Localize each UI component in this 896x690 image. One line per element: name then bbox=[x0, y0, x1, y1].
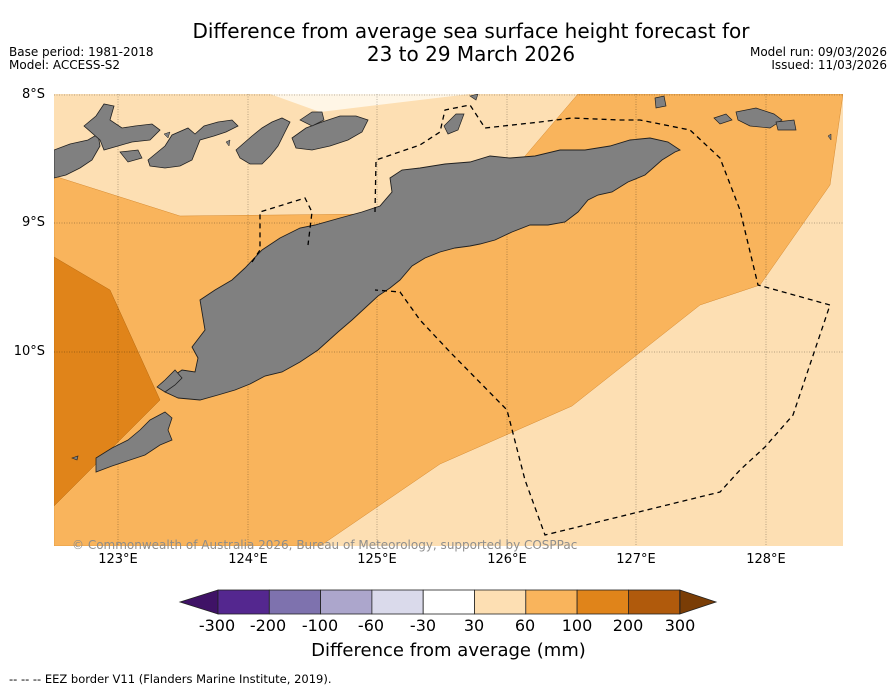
islet-ne-3 bbox=[775, 119, 797, 131]
flores-island bbox=[54, 133, 101, 179]
lat-label-8s: 8°S bbox=[21, 87, 45, 102]
sumba-island bbox=[95, 411, 173, 473]
islet-ne-2 bbox=[735, 107, 783, 129]
colorbar-block bbox=[525, 589, 578, 615]
colorbar-block bbox=[268, 589, 321, 615]
wetar-east-islet bbox=[654, 95, 667, 109]
lon-label-128e: 128°E bbox=[746, 552, 786, 567]
colorbar-block bbox=[217, 589, 270, 615]
rote-island bbox=[156, 369, 183, 393]
base-period: Base period: 1981-2018 bbox=[9, 45, 154, 59]
colorbar-block bbox=[628, 589, 681, 615]
pantar-island bbox=[235, 117, 291, 165]
title-line-2: 23 to 29 March 2026 bbox=[366, 42, 576, 66]
islet-north-2 bbox=[299, 111, 325, 127]
band-100-200 bbox=[54, 256, 161, 507]
lon-label-123e: 123°E bbox=[98, 552, 138, 567]
model-name: Model: ACCESS-S2 bbox=[9, 58, 121, 72]
colorbar-tick: 30 bbox=[463, 616, 485, 635]
colorbar-tick: 60 bbox=[514, 616, 536, 635]
lon-label-126e: 126°E bbox=[487, 552, 527, 567]
islet-ne-4 bbox=[827, 133, 832, 141]
islet-north-3 bbox=[469, 94, 479, 101]
colorbar-tick: -100 bbox=[301, 616, 339, 635]
lembata-island bbox=[147, 119, 239, 169]
eez-footnote: -- -- -- EEZ border V11 (Flanders Marine… bbox=[9, 672, 332, 686]
meta-left: Base period: 1981-2018 Model: ACCESS-S2 bbox=[9, 46, 154, 72]
colorbar-block bbox=[371, 589, 424, 615]
colorbar-tick: -300 bbox=[198, 616, 236, 635]
colorbar bbox=[178, 589, 718, 615]
islet-ne-1 bbox=[713, 113, 733, 125]
timor-island bbox=[164, 137, 681, 401]
colorbar-extend-low bbox=[178, 589, 219, 615]
issued-date: Issued: 11/03/2026 bbox=[771, 58, 887, 72]
islet-north-1 bbox=[119, 149, 143, 163]
adonara-island bbox=[83, 103, 161, 151]
meta-right: Model run: 09/03/2026 Issued: 11/03/2026 bbox=[750, 46, 887, 72]
islet-north-4 bbox=[225, 139, 231, 147]
colorbar-tick: 300 bbox=[664, 616, 696, 635]
colorbar-block bbox=[576, 589, 629, 615]
colorbar-block bbox=[474, 589, 527, 615]
copyright-notice: © Commonwealth of Australia 2026, Bureau… bbox=[72, 538, 578, 552]
lon-label-124e: 124°E bbox=[228, 552, 268, 567]
colorbar-tick: -30 bbox=[409, 616, 437, 635]
colorbar-block bbox=[422, 589, 475, 615]
band-30-60-lower bbox=[610, 505, 843, 546]
colorbar-tick: -200 bbox=[249, 616, 287, 635]
colorbar-block bbox=[320, 589, 373, 615]
alor-island bbox=[291, 115, 369, 151]
eez-border bbox=[251, 104, 831, 536]
atauro-island bbox=[443, 113, 465, 135]
map-area bbox=[54, 94, 843, 546]
map-title: Difference from average sea surface heig… bbox=[130, 20, 812, 66]
lon-label-127e: 127°E bbox=[616, 552, 656, 567]
colorbar-tick: 100 bbox=[561, 616, 593, 635]
model-run: Model run: 09/03/2026 bbox=[749, 45, 887, 59]
band-30-60-top bbox=[270, 94, 470, 112]
colorbar-tick: 200 bbox=[612, 616, 644, 635]
lon-label-125e: 125°E bbox=[357, 552, 397, 567]
colorbar-tick: -60 bbox=[357, 616, 385, 635]
lat-label-10s: 10°S bbox=[13, 344, 45, 359]
title-line-1: Difference from average sea surface heig… bbox=[192, 19, 750, 43]
islet-sw bbox=[71, 455, 79, 461]
islet-north-5 bbox=[163, 131, 171, 139]
colorbar-extend-high bbox=[679, 589, 718, 615]
lat-label-9s: 9°S bbox=[21, 215, 45, 230]
colorbar-title: Difference from average (mm) bbox=[311, 640, 586, 661]
